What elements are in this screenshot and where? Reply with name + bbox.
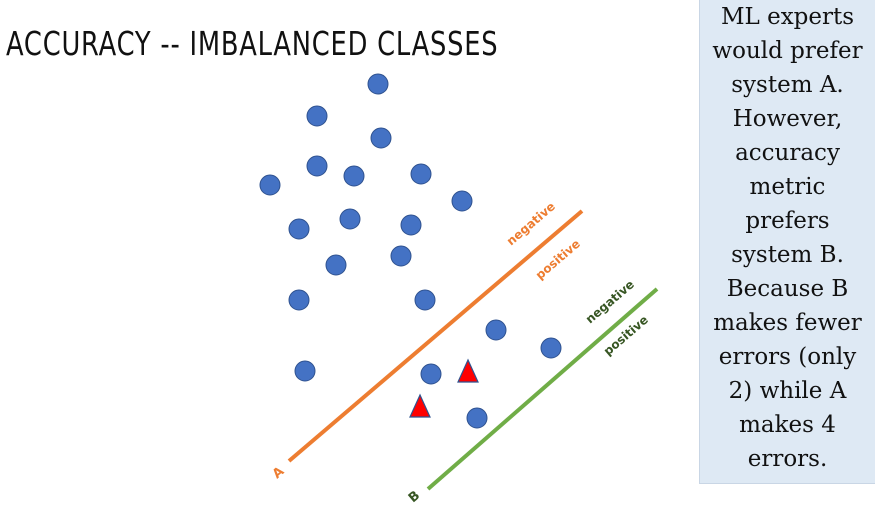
note-line: errors (only xyxy=(718,344,857,370)
note-line: would prefer xyxy=(712,38,863,64)
negative-example-circle xyxy=(339,208,361,230)
note-line: errors. xyxy=(747,446,828,472)
negative-example-circle xyxy=(420,363,442,385)
note-line: prefers xyxy=(745,208,830,234)
note-line: metric xyxy=(749,174,826,200)
negative-example-circle xyxy=(451,190,473,212)
negative-example-circle xyxy=(400,214,422,236)
positive-examples xyxy=(409,358,479,418)
note-line: accuracy xyxy=(735,140,840,166)
negative-example-circle xyxy=(288,289,310,311)
negative-example-circle xyxy=(466,407,488,429)
note-line: makes fewer xyxy=(713,310,862,336)
negative-example-circle xyxy=(306,155,328,177)
note-line: Because B xyxy=(726,276,849,302)
negative-example-circle xyxy=(325,254,347,276)
negative-example-circle xyxy=(414,289,436,311)
boundary-a-name: A xyxy=(270,464,287,482)
negative-example-circle xyxy=(370,127,392,149)
note-line: system B. xyxy=(731,242,844,268)
classification-diagram: negative positive A negative positive B xyxy=(259,73,659,506)
boundary-a-line xyxy=(287,209,584,463)
negative-example-circle xyxy=(306,105,328,127)
slide-title: Accuracy -- imbalanced classes xyxy=(6,24,499,63)
positive-example-triangle xyxy=(409,393,431,418)
negative-example-circle xyxy=(540,337,562,359)
boundary-a: negative positive A xyxy=(270,199,584,482)
negative-example-circle xyxy=(288,218,310,240)
explanation-note: ML experts would prefer system A. Howeve… xyxy=(699,0,875,484)
boundary-b-line xyxy=(426,287,659,491)
negative-example-circle xyxy=(294,360,316,382)
boundary-b-name: B xyxy=(406,488,423,506)
boundary-a-positive-label: positive xyxy=(533,237,583,283)
negative-example-circle xyxy=(259,174,281,196)
note-line: makes 4 xyxy=(739,412,836,438)
negative-example-circle xyxy=(343,165,365,187)
negative-example-circle xyxy=(367,73,389,95)
positive-example-triangle xyxy=(457,358,479,383)
negative-example-circle xyxy=(485,319,507,341)
note-line: system A. xyxy=(731,72,844,98)
note-line: ML experts xyxy=(720,4,855,30)
boundary-b: negative positive B xyxy=(406,277,659,506)
negative-example-circle xyxy=(390,245,412,267)
note-line: However, xyxy=(732,106,843,132)
boundary-b-negative-label: negative xyxy=(583,277,637,326)
negative-example-circle xyxy=(410,163,432,185)
note-line: 2) while A xyxy=(728,378,847,404)
boundary-b-positive-label: positive xyxy=(601,313,651,359)
negative-examples xyxy=(259,73,562,429)
